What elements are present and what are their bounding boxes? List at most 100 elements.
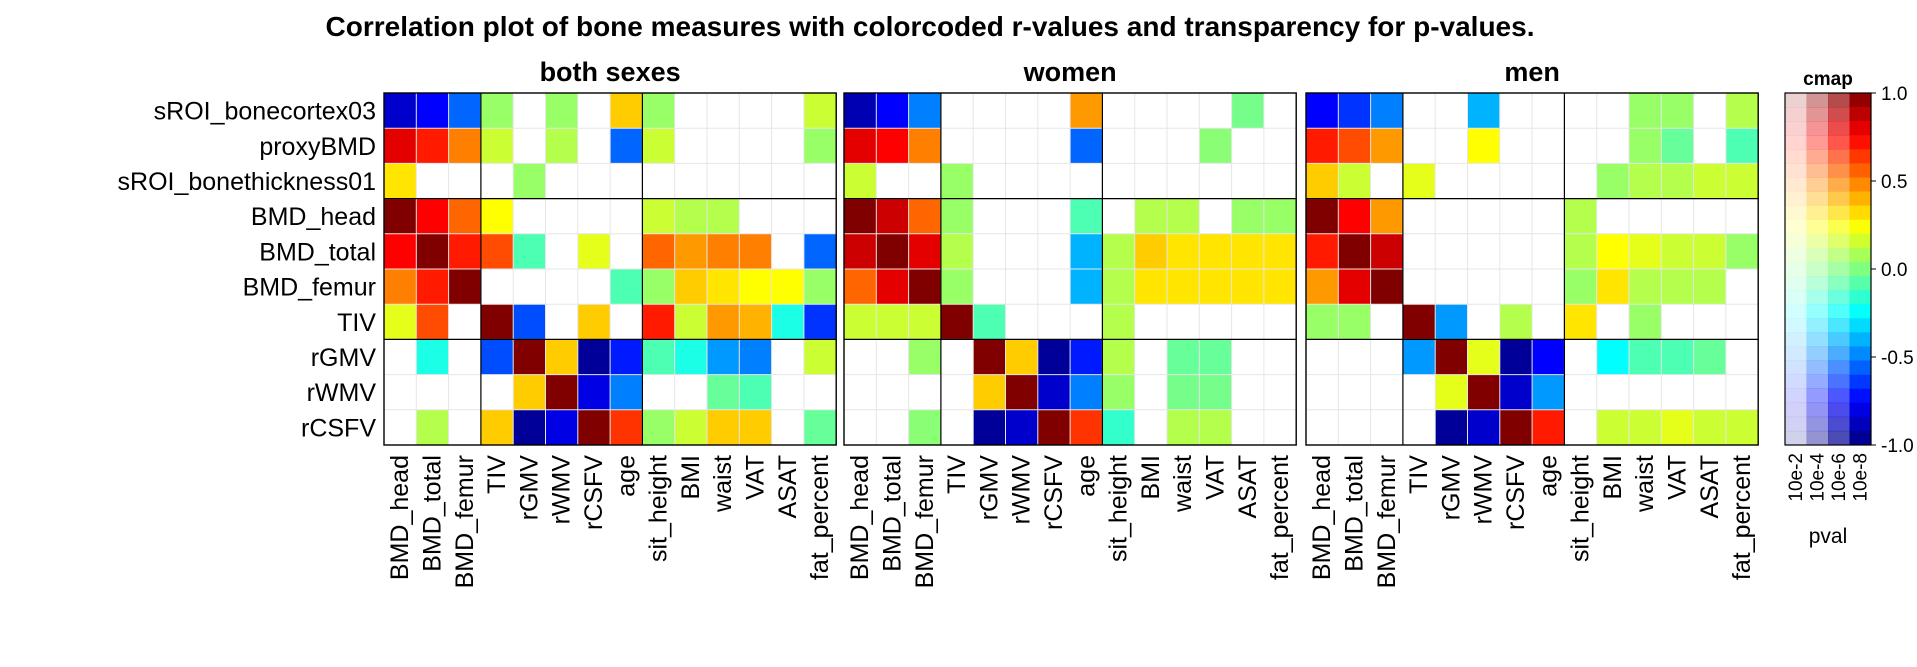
heatmap-cell <box>1596 93 1630 129</box>
colorbar-tick-label: 0.0 <box>1881 260 1907 281</box>
colorbar-cell <box>1785 135 1807 150</box>
heatmap-cell <box>739 339 772 375</box>
heatmap-cell <box>1070 269 1103 305</box>
heatmap-cell <box>1596 233 1630 270</box>
heatmap-cell <box>1231 93 1265 129</box>
heatmap-cell <box>1532 374 1565 411</box>
heatmap-cell <box>1661 374 1694 411</box>
heatmap-cell <box>1402 233 1436 270</box>
colorbar-cell <box>1828 163 1850 178</box>
colorbar-cell <box>1828 135 1850 150</box>
heatmap-cell <box>545 198 579 235</box>
panel-title: men <box>1504 57 1560 87</box>
heatmap-cell <box>739 304 772 340</box>
heatmap-cell <box>1532 339 1565 375</box>
heatmap-cell <box>480 163 514 199</box>
colorbar-tick-label: 0.5 <box>1881 172 1907 193</box>
heatmap-cell <box>1263 269 1297 305</box>
heatmap-cell <box>577 163 611 199</box>
heatmap-cell <box>1167 409 1200 446</box>
heatmap-cell <box>876 304 909 340</box>
heatmap-cell <box>803 233 837 270</box>
column-label: ASAT <box>774 455 802 518</box>
heatmap-cell <box>513 163 546 199</box>
colorbar-cell <box>1785 233 1807 249</box>
colorbar-cell <box>1849 135 1872 150</box>
colorbar-cell <box>1849 304 1872 319</box>
heatmap-cell <box>1134 409 1168 446</box>
column-label: BMD_total <box>878 455 906 572</box>
heatmap-cell <box>1629 409 1662 446</box>
heatmap-cell <box>1231 304 1265 340</box>
heatmap-cell <box>480 409 514 446</box>
heatmap-cell <box>1725 233 1759 270</box>
heatmap-cell <box>1005 409 1039 446</box>
row-label: proxyBMD <box>259 133 376 161</box>
heatmap-cell <box>739 163 772 199</box>
heatmap-cell <box>1037 339 1071 375</box>
heatmap-cell <box>448 304 482 340</box>
colorbar-cell <box>1785 149 1807 164</box>
heatmap-cell <box>642 93 676 129</box>
heatmap-cell <box>545 163 579 199</box>
colorbar-cell <box>1806 430 1829 446</box>
colorbar-cell <box>1806 261 1829 277</box>
colorbar-cell <box>1828 346 1850 361</box>
heatmap-cell <box>480 304 514 340</box>
heatmap-cell <box>1102 233 1136 270</box>
colorbar: cmap 1.0 0.5 0.0 -0.5 -1.0 10e-2 10e-4 10e-6 10e-… <box>1784 69 1914 548</box>
colorbar-tick-label: -1.0 <box>1881 436 1914 457</box>
colorbar-cell <box>1806 346 1829 361</box>
heatmap-cell <box>1661 269 1694 305</box>
heatmap-cell <box>803 409 837 446</box>
heatmap-cell <box>384 233 417 270</box>
heatmap-cell <box>1306 198 1339 235</box>
heatmap-cell <box>480 233 514 270</box>
heatmap-cell <box>480 128 514 164</box>
heatmap-cell <box>771 198 805 235</box>
column-label: rCSFV <box>580 455 608 530</box>
colorbar-cell <box>1785 388 1807 404</box>
row-label: rWMV <box>307 379 377 407</box>
heatmap-cell <box>1467 269 1501 305</box>
heatmap-cell <box>1037 374 1071 411</box>
heatmap-cell <box>1693 304 1727 340</box>
heatmap-cell <box>1370 163 1404 199</box>
heatmap-cell <box>771 339 805 375</box>
heatmap-cell <box>1370 128 1404 164</box>
heatmap-cell <box>1167 93 1200 129</box>
heatmap-cell <box>1306 304 1339 340</box>
heatmap-cell <box>1231 409 1265 446</box>
heatmap-cell <box>1532 304 1565 340</box>
heatmap-cell <box>1167 339 1200 375</box>
heatmap-cell <box>384 93 417 129</box>
column-label: BMI <box>1137 455 1165 499</box>
colorbar-cell <box>1828 332 1850 347</box>
colorbar-cell <box>1785 402 1807 418</box>
panel-frame <box>383 92 837 446</box>
heatmap-cell <box>1306 409 1339 446</box>
colorbar-cell <box>1849 402 1872 418</box>
heatmap-cell <box>1693 374 1727 411</box>
heatmap-cell <box>642 128 676 164</box>
heatmap-cell <box>940 93 974 129</box>
colorbar-cell <box>1828 276 1850 291</box>
heatmap-cell <box>1370 374 1404 411</box>
heatmap-cell <box>1167 374 1200 411</box>
heatmap-cell <box>1435 128 1468 164</box>
heatmap-cell <box>1370 304 1404 340</box>
colorbar-cell <box>1806 247 1829 263</box>
colorbar-cell <box>1785 346 1807 361</box>
heatmap-cell <box>771 93 805 129</box>
heatmap-cell <box>707 339 740 375</box>
heatmap-cell <box>1499 233 1533 270</box>
heatmap-cell <box>707 269 740 305</box>
heatmap-cell <box>908 163 942 199</box>
heatmap-cell <box>513 198 546 235</box>
column-label: age <box>612 455 640 497</box>
heatmap-cell <box>674 304 708 340</box>
heatmap-cell <box>1467 409 1501 446</box>
heatmap-cell <box>1306 233 1339 270</box>
heatmap-cell <box>1532 128 1565 164</box>
heatmap-cell <box>1070 93 1103 129</box>
